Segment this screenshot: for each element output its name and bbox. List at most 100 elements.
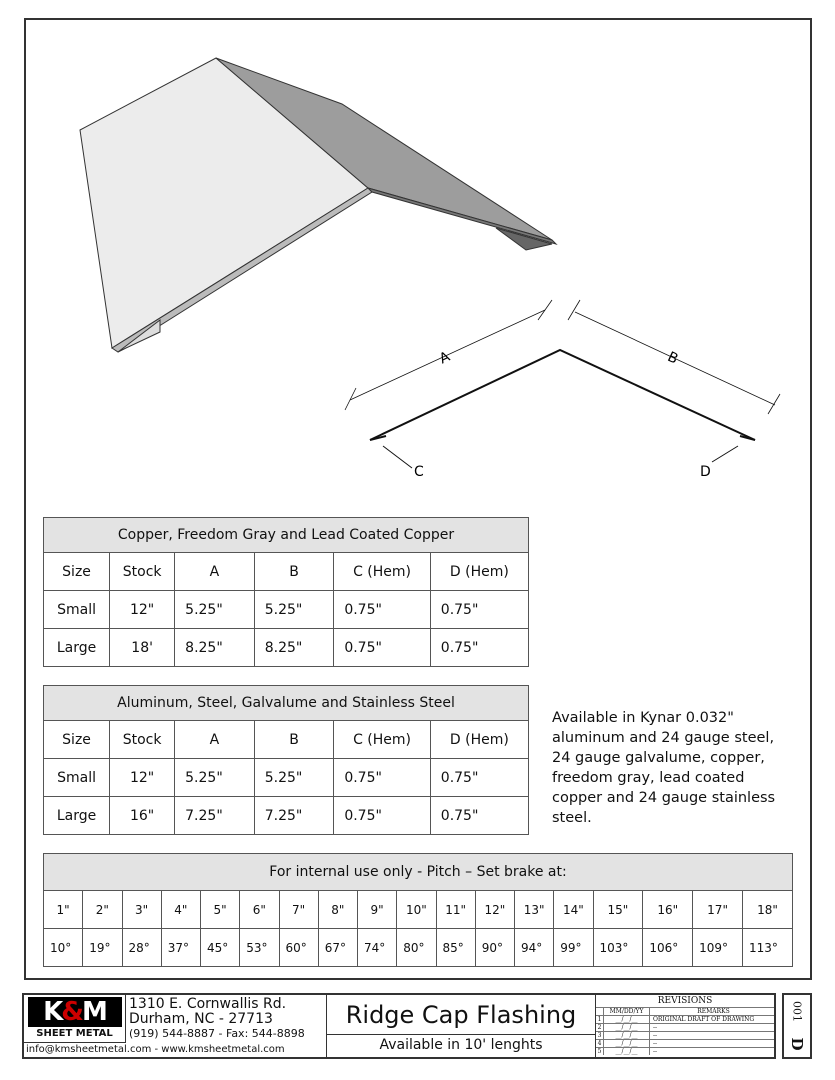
column-header: Stock (109, 720, 176, 759)
angle-cell: 60° (278, 928, 319, 967)
sheet-id-box: 001 D (782, 993, 812, 1059)
angle-cell: 90° (474, 928, 516, 967)
dimension-label-c: C (414, 464, 424, 480)
profile-diagram (344, 299, 781, 469)
revision-row: 1 __/__/__ ORIGINAL DRAFT OF DRAWING (596, 1015, 774, 1023)
column-header: D (Hem) (429, 720, 530, 759)
angle-cell: 53° (239, 928, 280, 967)
col-date: MM/DD/YY (604, 1008, 650, 1015)
pitch-cell: 10" (396, 890, 437, 929)
column-header: D (Hem) (429, 552, 530, 591)
angle-cell: 99° (553, 928, 594, 967)
pitch-cell: 12" (474, 890, 516, 929)
revision-number: 1 (596, 1016, 604, 1023)
revision-number: 2 (596, 1024, 604, 1031)
angle-cell: 67° (317, 928, 359, 967)
angle-cell: 80° (396, 928, 437, 967)
pitch-cell: 14" (553, 890, 594, 929)
revision-date: __/__/__ (604, 1032, 650, 1039)
revision-date: __/__/__ (604, 1048, 650, 1055)
pitch-cell: 13" (513, 890, 555, 929)
table-row: Large 16" 7.25" 7.25" 0.75" 0.75" (42, 796, 530, 835)
pitch-cell: 4" (160, 890, 202, 929)
cell: 0.75" (333, 758, 431, 797)
pitch-cell: 5" (199, 890, 241, 929)
contact-info: info@kmsheetmetal.com - www.kmsheetmetal… (26, 1044, 285, 1055)
revision-row: 4 __/__/__ -- (596, 1039, 774, 1047)
dimension-label-b: B (665, 349, 680, 368)
pitch-cell: 8" (317, 890, 359, 929)
dimension-label-d: D (700, 464, 711, 480)
revision-date: __/__/__ (604, 1024, 650, 1031)
column-header: B (253, 552, 335, 591)
angle-cell: 74° (356, 928, 398, 967)
cell: 8.25" (174, 628, 255, 667)
table-row: Small 12" 5.25" 5.25" 0.75" 0.75" (42, 758, 530, 797)
angle-cell: 94° (513, 928, 555, 967)
logo-subtitle: SHEET METAL (36, 1028, 113, 1039)
table-row: Large 18' 8.25" 8.25" 0.75" 0.75" (42, 628, 530, 667)
address-line-1: 1310 E. Cornwallis Rd. (129, 996, 287, 1012)
revision-number: 3 (596, 1032, 604, 1039)
ridge-cap-illustration: A B C D (79, 57, 781, 480)
column-header: A (174, 552, 255, 591)
aluminum-dimensions-table: Aluminum, Steel, Galvalume and Stainless… (42, 685, 530, 835)
pitch-cell: 11" (435, 890, 476, 929)
column-header: Stock (109, 552, 176, 591)
cell: 0.75" (429, 796, 530, 835)
angle-cell: 113° (741, 928, 794, 967)
pitch-cell: 6" (239, 890, 280, 929)
cell: Large (42, 628, 111, 667)
company-address: 1310 E. Cornwallis Rd. Durham, NC - 2771… (126, 995, 326, 1043)
angle-cell: 37° (160, 928, 202, 967)
address-line-2: Durham, NC - 27713 (129, 1011, 273, 1027)
pitch-cell: 18" (741, 890, 794, 929)
pitch-cell: 2" (82, 890, 123, 929)
cell: Small (42, 590, 111, 629)
revision-date: __/__/__ (604, 1016, 650, 1023)
cell: 7.25" (253, 796, 335, 835)
cell: 0.75" (333, 628, 431, 667)
cell: 0.75" (429, 590, 530, 629)
revision-remark: -- (653, 1048, 658, 1055)
cell: 5.25" (174, 590, 255, 629)
sheet-letter: D (788, 1037, 806, 1051)
cell: 0.75" (333, 796, 431, 835)
table-title: For internal use only - Pitch – Set brak… (43, 853, 793, 891)
column-header: A (174, 720, 255, 759)
pitch-cell: 7" (278, 890, 319, 929)
ridge-cap-3d (79, 57, 558, 353)
column-header: B (253, 720, 335, 759)
col-remarks: REMARKS (697, 1008, 730, 1015)
table-row: Small 12" 5.25" 5.25" 0.75" 0.75" (42, 590, 530, 629)
cell: 12" (109, 590, 176, 629)
pitch-cell: 15" (592, 890, 644, 929)
company-logo: K&M SHEET METAL (24, 995, 126, 1043)
cell: 7.25" (174, 796, 255, 835)
cell: 0.75" (333, 590, 431, 629)
cell: 0.75" (429, 758, 530, 797)
pitch-cell: 9" (356, 890, 398, 929)
copper-dimensions-table: Copper, Freedom Gray and Lead Coated Cop… (42, 517, 530, 667)
revision-remark: -- (653, 1040, 658, 1047)
angle-cell: 28° (121, 928, 162, 967)
pitch-cell: 16" (642, 890, 694, 929)
pitch-brake-table: For internal use only - Pitch – Set brak… (42, 853, 794, 967)
column-header: C (Hem) (333, 552, 431, 591)
angle-cell: 85° (435, 928, 476, 967)
phone: (919) 544-8887 - Fax: 544-8898 (129, 1027, 305, 1040)
pitch-cell: 1" (42, 890, 84, 929)
pitch-cell: 3" (121, 890, 162, 929)
revision-row: 5 __/__/__ -- (596, 1047, 774, 1055)
angle-cell: 103° (592, 928, 644, 967)
angle-cell: 45° (199, 928, 241, 967)
column-header: Size (42, 720, 111, 759)
angle-cell: 10° (42, 928, 84, 967)
revision-date: __/__/__ (604, 1040, 650, 1047)
cell: 5.25" (253, 758, 335, 797)
cell: Large (42, 796, 111, 835)
revision-number: 5 (596, 1048, 604, 1055)
column-header: Size (42, 552, 111, 591)
dimension-label-a: A (437, 349, 453, 368)
revision-remark: ORIGINAL DRAFT OF DRAWING (653, 1016, 755, 1023)
